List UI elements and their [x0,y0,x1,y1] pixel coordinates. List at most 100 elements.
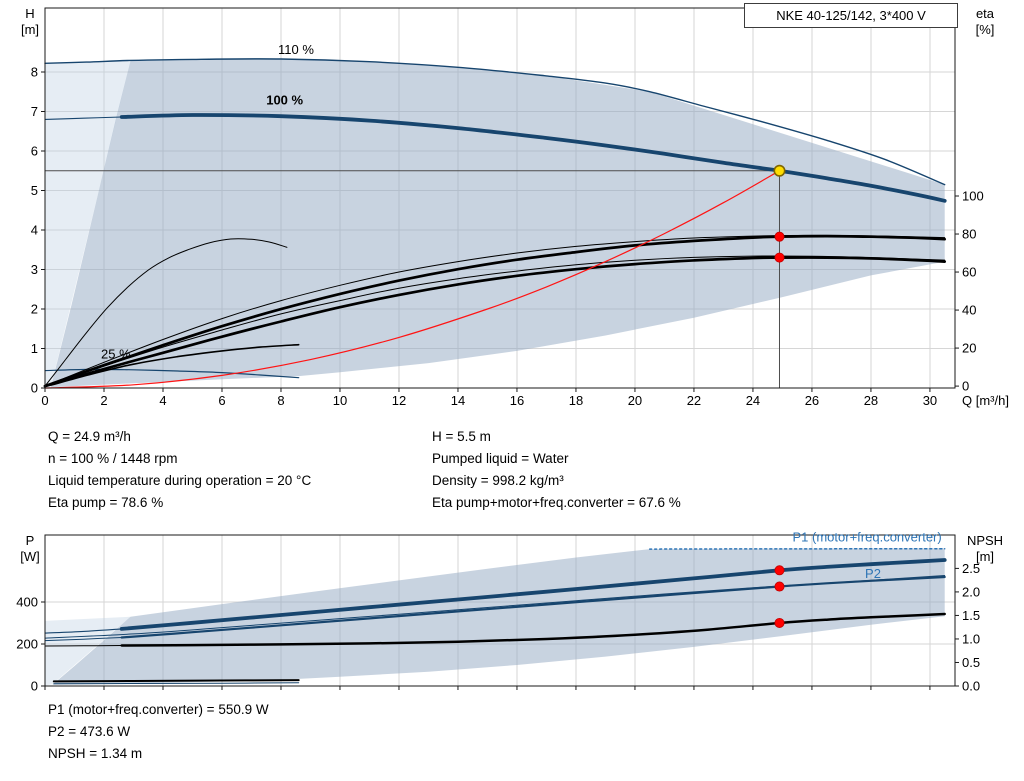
p2-value: P2 = 473.6 W [48,724,131,739]
value-marker [774,581,785,592]
curve-label: P1 (motor+freq.converter) [793,530,942,545]
y-left-tick-label: 400 [16,594,38,609]
y-left-axis-title: P [26,533,35,548]
power-data-panel: P1 (motor+freq.converter) = 550.9 W P2 =… [48,699,269,765]
y-right-tick-label: 80 [962,227,976,242]
pumped-liquid-value: Pumped liquid = Water [432,451,569,466]
y-left-tick-label: 1 [31,341,38,356]
curve-label: P2 [865,566,881,581]
x-tick-label: 2 [100,393,107,408]
y-left-tick-label: 5 [31,183,38,198]
curve-100pct-lead [44,116,123,120]
y-right-tick-label: 2.0 [962,584,980,599]
p2-curve-lead [44,637,123,642]
y-right-tick-label: 60 [962,265,976,280]
flow-value: Q = 24.9 m³/h [48,429,131,444]
curve-100pct [119,113,947,203]
x-tick-label: 18 [569,393,583,408]
p1-value: P1 (motor+freq.converter) = 550.9 W [48,702,269,717]
eta-pump-25pct [44,238,288,387]
y-left-tick-label: 4 [31,222,38,237]
value-marker [774,617,785,628]
p2-25pct-curve [52,679,300,683]
y-right-axis-title: NPSH [967,533,1003,548]
npsh-value: NPSH = 1.34 m [48,746,143,761]
x-tick-label: 12 [392,393,406,408]
curve-110pct [44,58,946,186]
speed-range-light-wedge [45,60,131,389]
plot-frame [44,534,956,687]
plot-frame [44,7,956,389]
system-curve [44,170,781,389]
x-tick-label: 22 [687,393,701,408]
x-tick-label: 26 [805,393,819,408]
eta-total-aux [44,255,946,387]
curve-label: 25 % [101,346,131,361]
y-left-tick-label: 200 [16,636,38,651]
power-envelope [52,548,945,685]
x-tick-label: 4 [159,393,166,408]
head-value: H = 5.5 m [432,429,491,444]
y-right-axis-unit: [m] [976,549,994,564]
value-marker [774,252,785,263]
y-left-tick-label: 2 [31,301,38,316]
value-marker [774,565,785,576]
x-tick-label: 20 [628,393,642,408]
eta-total [43,256,947,388]
y-right-tick-label: 100 [962,189,984,204]
speed-value: n = 100 % / 1448 rpm [48,451,178,466]
npsh-curve [120,612,946,647]
eta-pump [43,234,947,388]
y-right-tick-label: 0.5 [962,655,980,670]
y-left-axis-unit: [m] [21,22,39,37]
liquid-temperature-value: Liquid temperature during operation = 20… [48,473,312,488]
x-tick-label: 10 [333,393,347,408]
y-right-axis-unit: [%] [976,22,995,37]
y-right-tick-label: 20 [962,341,976,356]
density-value: Density = 998.2 kg/m³ [432,473,564,488]
p1-curve-lead [44,628,123,634]
y-right-tick-label: 2.5 [962,561,980,576]
y-left-tick-label: 0 [31,381,38,396]
y-left-tick-label: 3 [31,262,38,277]
y-right-tick-label: 1.5 [962,608,980,623]
operating-data-right-column: H = 5.5 m Pumped liquid = Water Density … [432,426,681,514]
y-left-tick-label: 7 [31,104,38,119]
x-axis-title: Q [m³/h] [962,393,1009,408]
x-tick-label: 16 [510,393,524,408]
y-right-tick-label: 1.0 [962,631,980,646]
p2-curve [120,575,946,639]
y-right-tick-label: 0 [962,379,969,394]
npsh-curve-lead [44,645,123,647]
y-left-tick-label: 6 [31,143,38,158]
x-tick-label: 28 [864,393,878,408]
speed-range-light-wedge [45,616,131,686]
eta-total-value: Eta pump+motor+freq.converter = 67.6 % [432,495,681,510]
y-right-tick-label: 0.0 [962,679,980,694]
y-right-axis-title: eta [976,6,995,21]
eta-pump-value: Eta pump = 78.6 % [48,495,164,510]
operating-envelope [50,59,945,388]
x-tick-label: 8 [277,393,284,408]
x-tick-label: 0 [41,393,48,408]
eta-total-25pct [50,343,300,386]
y-left-axis-title: H [25,6,34,21]
pump-model-title: NKE 40-125/142, 3*400 V [744,3,958,28]
x-tick-label: 30 [923,393,937,408]
value-marker [774,231,785,242]
x-tick-label: 24 [746,393,760,408]
x-tick-label: 6 [218,393,225,408]
p1-25pct-curve [53,682,300,685]
p1-curve [119,558,947,631]
curve-label: 110 % [278,42,314,57]
y-left-tick-label: 0 [31,679,38,694]
curve-label: 100 % [266,92,303,107]
y-left-tick-label: 8 [31,64,38,79]
pump-model-title-text: NKE 40-125/142, 3*400 V [776,8,926,23]
x-tick-label: 14 [451,393,465,408]
operating-point-marker [773,164,786,177]
y-right-tick-label: 40 [962,303,976,318]
y-left-axis-unit: [W] [20,549,40,564]
